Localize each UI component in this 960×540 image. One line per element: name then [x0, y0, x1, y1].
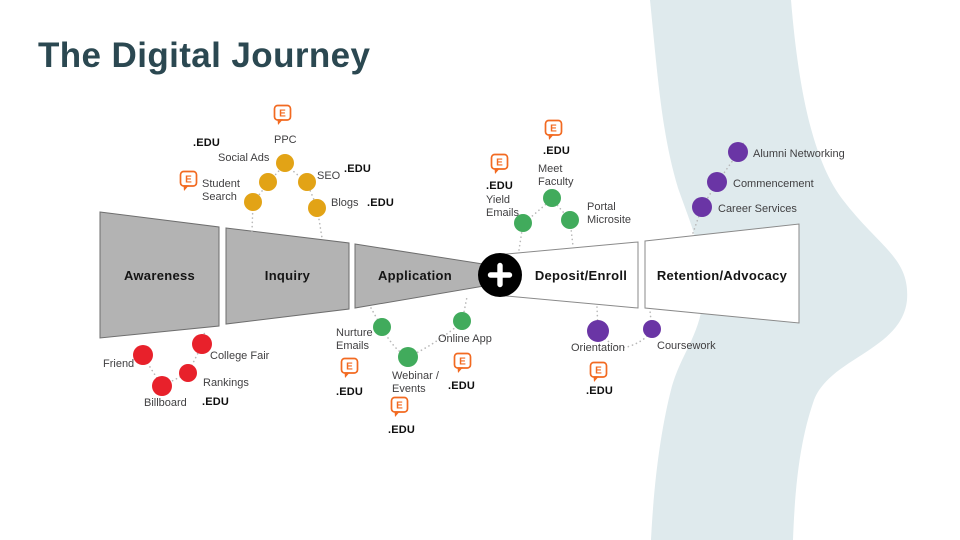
svg-text:E: E: [396, 400, 403, 411]
svg-text:E: E: [550, 123, 557, 134]
edu-label: .EDU: [202, 396, 230, 408]
touchpoint-label: Blogs: [331, 197, 359, 209]
touchpoint-dot-deposit-top: [561, 211, 579, 229]
touchpoint-dot-deposit-bottom: [587, 320, 609, 342]
touchpoint-label: Billboard: [144, 397, 187, 409]
svg-text:E: E: [595, 365, 602, 376]
touchpoint-label: Rankings: [203, 377, 249, 389]
funnel-segment-inquiry: [225, 227, 350, 325]
edu-chat-bubble-icon: E: [340, 357, 359, 379]
touchpoint-label: SEO: [317, 170, 341, 182]
touchpoint-label: Meet Faculty: [538, 163, 574, 188]
touchpoint-dot-awareness: [192, 334, 212, 354]
edu-label: .EDU: [448, 380, 476, 392]
touchpoint-label: Nurture Emails: [336, 327, 373, 352]
edu-label: .EDU: [193, 137, 221, 149]
edu-chat-bubble-icon: E: [453, 352, 472, 374]
funnel-segment-retention: [644, 223, 800, 324]
edu-label: .EDU: [543, 145, 571, 157]
edu-chat-bubble-icon: E: [544, 119, 563, 141]
funnel-stage-application: Application: [377, 268, 453, 283]
touchpoint-dot-awareness: [152, 376, 172, 396]
edu-label: .EDU: [486, 180, 514, 192]
edu-label: .EDU: [336, 386, 364, 398]
touchpoint-dot-application: [373, 318, 391, 336]
touchpoint-dot-inquiry: [259, 173, 277, 191]
touchpoint-dot-retention: [728, 142, 748, 162]
touchpoint-dot-deposit-bottom: [643, 320, 661, 338]
touchpoint-label: PPC: [274, 134, 297, 146]
funnel-stage-retention: Retention/Advocacy: [656, 268, 788, 283]
funnel-stage-inquiry: Inquiry: [264, 268, 311, 283]
svg-text:E: E: [279, 108, 286, 119]
touchpoint-label: Coursework: [657, 340, 716, 352]
touchpoint-dot-awareness: [133, 345, 153, 365]
touchpoint-dot-inquiry: [298, 173, 316, 191]
touchpoint-dot-retention: [692, 197, 712, 217]
plus-icon: [478, 253, 522, 297]
touchpoint-dot-awareness: [179, 364, 197, 382]
touchpoint-dot-inquiry: [276, 154, 294, 172]
edu-chat-bubble-icon: E: [589, 361, 608, 383]
touchpoint-label: Webinar / Events: [392, 370, 439, 395]
touchpoint-dot-inquiry: [244, 193, 262, 211]
edu-label: .EDU: [388, 424, 416, 436]
touchpoint-dot-retention: [707, 172, 727, 192]
touchpoint-dot-deposit-top: [543, 189, 561, 207]
touchpoint-label: Commencement: [733, 178, 814, 190]
svg-text:E: E: [459, 356, 466, 367]
svg-text:E: E: [496, 157, 503, 168]
edu-chat-bubble-icon: E: [490, 153, 509, 175]
touchpoint-label: Yield Emails: [486, 194, 520, 219]
touchpoint-label: Career Services: [718, 203, 797, 215]
touchpoint-label: Orientation: [571, 342, 625, 354]
funnel-stage-awareness: Awareness: [123, 268, 196, 283]
edu-chat-bubble-icon: E: [390, 396, 409, 418]
funnel-segment-awareness: [99, 211, 220, 339]
touchpoint-label: College Fair: [210, 350, 270, 362]
svg-text:E: E: [346, 361, 353, 372]
page-title: The Digital Journey: [38, 36, 371, 75]
funnel-stage-deposit: Deposit/Enroll: [534, 268, 628, 283]
edu-label: .EDU: [367, 197, 395, 209]
touchpoint-dot-application: [398, 347, 418, 367]
touchpoint-dot-inquiry: [308, 199, 326, 217]
touchpoint-label: Online App: [438, 333, 492, 345]
touchpoint-label: Alumni Networking: [753, 148, 845, 160]
touchpoint-label: Friend: [103, 358, 135, 370]
edu-label: .EDU: [344, 163, 372, 175]
edu-chat-bubble-icon: E: [273, 104, 292, 126]
edu-label: .EDU: [586, 385, 614, 397]
touchpoint-dot-deposit-top: [514, 214, 532, 232]
svg-text:E: E: [185, 174, 192, 185]
touchpoint-label: Student Search: [202, 178, 240, 203]
touchpoint-dot-application: [453, 312, 471, 330]
touchpoint-label: Portal Microsite: [587, 201, 632, 226]
edu-chat-bubble-icon: E: [179, 170, 198, 192]
touchpoint-label: Social Ads: [218, 152, 270, 164]
